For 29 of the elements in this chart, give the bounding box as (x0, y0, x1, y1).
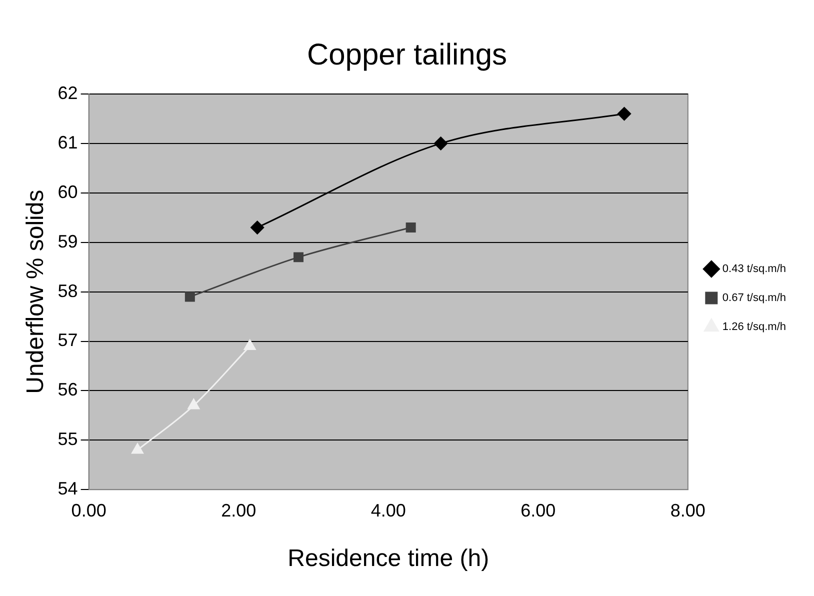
point (244, 339, 256, 350)
point (184, 292, 195, 302)
point (188, 398, 200, 410)
y-tick-label: 58 (58, 280, 78, 301)
point (250, 220, 264, 234)
y-tick-label: 60 (58, 182, 78, 202)
legend-label: 1.26 t/sq.m/h (722, 321, 786, 334)
y-tick-label: 56 (58, 380, 78, 400)
y-tick-label: 61 (58, 132, 78, 152)
y-tick-label: 62 (58, 82, 78, 103)
x-tick-label: 0.00 (71, 500, 106, 520)
x-tick-label: 4.00 (370, 500, 406, 520)
legend-label: 0.43 t/sq.m/h (722, 263, 786, 276)
y-tick-label: 55 (58, 429, 78, 450)
x-tick-label: 2.00 (221, 500, 256, 520)
point (132, 443, 144, 454)
point (406, 222, 416, 233)
x-tick-label: 8.00 (670, 500, 706, 520)
point (618, 107, 632, 121)
y-tick-label: 54 (58, 478, 78, 499)
y-tick-label: 59 (58, 231, 78, 252)
x-tick-label: 6.00 (520, 500, 556, 520)
y-tick-label: 57 (58, 330, 78, 350)
chart-title: Copper tailings (306, 38, 508, 72)
y-axis-title: Underflow % solids (22, 190, 50, 394)
point (434, 136, 448, 150)
x-axis-title: Residence time (h) (288, 545, 490, 572)
legend-label: 0.67 t/sq.m/h (722, 292, 786, 304)
point (294, 252, 304, 262)
